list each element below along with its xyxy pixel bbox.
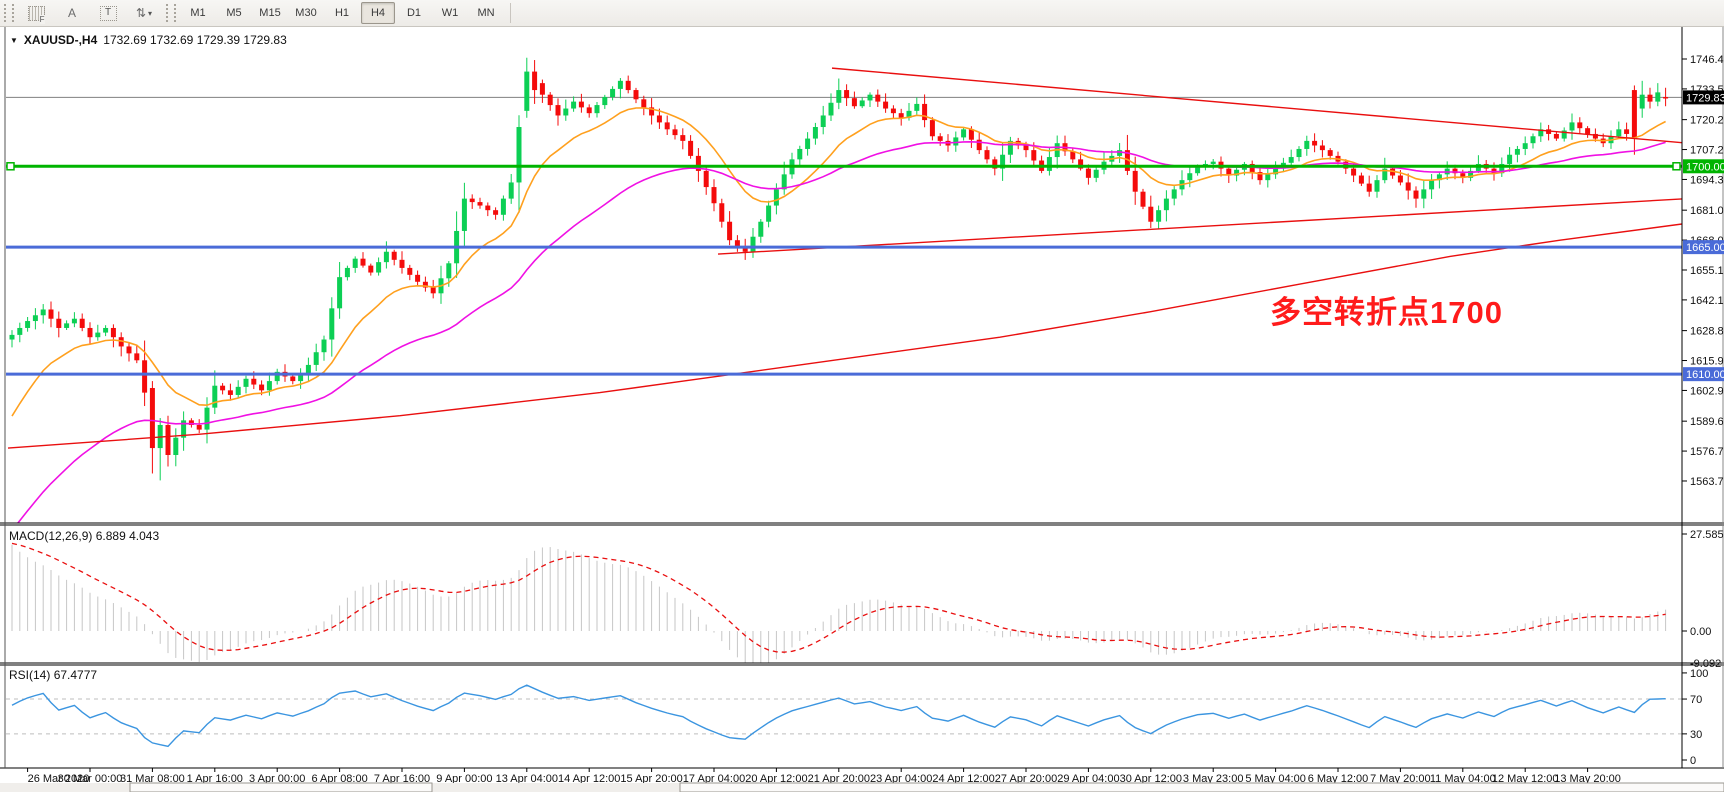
svg-text:1746.45: 1746.45	[1690, 54, 1724, 66]
hline-handle[interactable]	[1672, 162, 1681, 171]
timeframe-button-h1[interactable]: H1	[334, 7, 350, 19]
moving-averages	[7, 107, 1682, 523]
arrows-icon: ⇅	[135, 6, 147, 20]
svg-text:29 Apr 04:00: 29 Apr 04:00	[1057, 773, 1119, 785]
svg-text:0.00: 0.00	[1690, 626, 1711, 638]
svg-text:30 Apr 12:00: 30 Apr 12:00	[1120, 773, 1182, 785]
svg-text:30: 30	[1690, 729, 1702, 741]
rsi-label: RSI(14) 67.4777	[9, 668, 98, 682]
svg-text:1694.30: 1694.30	[1690, 174, 1724, 186]
rsi-series	[6, 684, 1682, 748]
svg-text:7 Apr 16:00: 7 Apr 16:00	[374, 773, 430, 785]
svg-text:15 Apr 20:00: 15 Apr 20:00	[620, 773, 682, 785]
timeframe-group: M1 M5 M15 M30 H1 H4 D1 W1 MN	[180, 2, 504, 24]
timeframe-button-h4[interactable]: H4	[361, 2, 395, 24]
text-label-button[interactable]: A	[55, 2, 89, 24]
timeframe-button-d1[interactable]: D1	[406, 7, 422, 19]
svg-text:1610.00: 1610.00	[1686, 369, 1724, 381]
symbol-title: XAUUSD-,H4	[23, 33, 98, 47]
chart-canvas[interactable]: 1746.451733.501720.201707.251694.301681.…	[0, 27, 1724, 792]
price-marker-1729.83: 1729.83	[1683, 90, 1724, 105]
text-box-icon: T	[99, 5, 117, 21]
svg-text:0: 0	[1690, 755, 1696, 767]
svg-text:17 Apr 04:00: 17 Apr 04:00	[683, 773, 745, 785]
svg-text:31 Mar 08:00: 31 Mar 08:00	[120, 773, 185, 785]
templates-icon: F	[27, 5, 45, 24]
svg-text:27 Apr 20:00: 27 Apr 20:00	[995, 773, 1057, 785]
macd-series	[11, 542, 1667, 663]
text-box-button[interactable]: T	[91, 2, 125, 24]
chart-header: ▼ XAUUSD-,H4 1732.69 1732.69 1729.39 172…	[10, 33, 287, 47]
svg-text:1615.90: 1615.90	[1690, 356, 1724, 368]
svg-text:1563.75: 1563.75	[1690, 476, 1724, 488]
svg-text:1602.95: 1602.95	[1690, 385, 1724, 397]
svg-text:1665.00: 1665.00	[1686, 242, 1724, 254]
svg-text:5 May 04:00: 5 May 04:00	[1245, 773, 1306, 785]
svg-text:-9.092: -9.092	[1690, 658, 1721, 670]
svg-text:13 May 20:00: 13 May 20:00	[1554, 773, 1621, 785]
timeframe-button-mn[interactable]: MN	[477, 7, 495, 19]
macd-label: MACD(12,26,9) 6.889 4.043	[9, 529, 160, 543]
svg-text:1681.00: 1681.00	[1690, 205, 1724, 217]
svg-text:1642.15: 1642.15	[1690, 295, 1724, 307]
bottom-strip	[0, 782, 1724, 792]
timeframe-button-m5[interactable]: M5	[226, 7, 242, 19]
price-marker-1665.00: 1665.00	[1683, 240, 1724, 255]
svg-text:20 Apr 12:00: 20 Apr 12:00	[745, 773, 807, 785]
svg-text:6 Apr 08:00: 6 Apr 08:00	[311, 773, 367, 785]
chevron-down-icon: ▾	[148, 8, 153, 18]
price-marker-1610.00: 1610.00	[1683, 367, 1724, 382]
horizontal-lines[interactable]	[6, 162, 1682, 376]
svg-text:23 Apr 04:00: 23 Apr 04:00	[870, 773, 932, 785]
toolbar-separator	[510, 3, 511, 23]
hline-handle[interactable]	[6, 162, 15, 171]
arrows-tool-button[interactable]: ⇅ ▾	[127, 2, 161, 24]
svg-text:100: 100	[1690, 668, 1708, 680]
toolbar-drag-handle-2[interactable]	[166, 4, 176, 22]
timeframe-button-m15[interactable]: M15	[259, 7, 281, 19]
svg-text:24 Apr 12:00: 24 Apr 12:00	[932, 773, 994, 785]
svg-text:1628.85: 1628.85	[1690, 326, 1724, 338]
timeframe-button-m30[interactable]: M30	[295, 7, 317, 19]
svg-text:1707.25: 1707.25	[1690, 145, 1724, 157]
svg-text:13 Apr 04:00: 13 Apr 04:00	[496, 773, 558, 785]
candlestick-series[interactable]	[9, 57, 1669, 481]
trendlines[interactable]	[717, 67, 1688, 255]
price-marker-1700.00: 1700.00	[1683, 159, 1724, 174]
panel-frame	[0, 27, 1724, 769]
svg-text:1655.10: 1655.10	[1690, 265, 1724, 277]
timeframe-button-w1[interactable]: W1	[441, 7, 459, 19]
svg-text:70: 70	[1690, 694, 1702, 706]
svg-text:21 Apr 20:00: 21 Apr 20:00	[808, 773, 870, 785]
toolbar: F A T ⇅ ▾ M1 M5 M15 M30 H1 H4 D1 W1 MN	[0, 0, 1724, 27]
svg-text:14 Apr 12:00: 14 Apr 12:00	[558, 773, 620, 785]
templates-button[interactable]: F	[19, 2, 53, 24]
svg-text:27.585: 27.585	[1690, 529, 1724, 541]
svg-text:1720.20: 1720.20	[1690, 115, 1724, 127]
svg-text:1729.83: 1729.83	[1686, 92, 1724, 104]
svg-text:1576.70: 1576.70	[1690, 446, 1724, 458]
symbol-dropdown-icon[interactable]: ▼	[10, 35, 18, 45]
toolbar-drag-handle[interactable]	[4, 4, 14, 22]
price-axis: 1746.451733.501720.201707.251694.301681.…	[1682, 54, 1724, 767]
svg-text:1589.65: 1589.65	[1690, 416, 1724, 428]
svg-text:30 Mar 00:00: 30 Mar 00:00	[58, 773, 123, 785]
svg-text:11 May 04:00: 11 May 04:00	[1430, 773, 1496, 785]
svg-text:6 May 12:00: 6 May 12:00	[1308, 773, 1369, 785]
svg-text:1 Apr 16:00: 1 Apr 16:00	[187, 773, 243, 785]
svg-text:7 May 20:00: 7 May 20:00	[1370, 773, 1431, 785]
timeframe-button-m1[interactable]: M1	[190, 7, 206, 19]
text-label-icon: A	[67, 6, 76, 20]
svg-text:12 May 12:00: 12 May 12:00	[1492, 773, 1559, 785]
svg-text:3 Apr 00:00: 3 Apr 00:00	[249, 773, 305, 785]
ohlc-values: 1732.69 1732.69 1729.39 1729.83	[103, 33, 287, 47]
svg-text:1700.00: 1700.00	[1686, 161, 1724, 173]
svg-text:3 May 23:00: 3 May 23:00	[1183, 773, 1244, 785]
svg-text:26 Mar 2020: 26 Mar 2020	[28, 773, 90, 785]
svg-text:9 Apr 00:00: 9 Apr 00:00	[436, 773, 492, 785]
